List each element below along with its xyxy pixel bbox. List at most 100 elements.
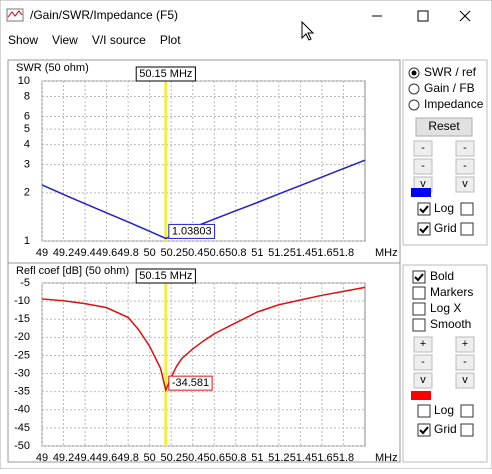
checkbox-label[interactable]: Log: [434, 403, 454, 417]
x-tick-label: 50.2: [160, 247, 181, 259]
option-label[interactable]: Smooth: [430, 317, 471, 331]
marker-x-label-box: [135, 66, 196, 82]
checkbox[interactable]: [460, 404, 474, 418]
marker-value-label-box: [168, 223, 216, 239]
option-checkbox[interactable]: [412, 302, 426, 316]
menu-item[interactable]: Plot: [160, 33, 181, 47]
color-swatch[interactable]: [411, 188, 431, 197]
y-tick-label: 10: [18, 75, 30, 87]
step-button-label[interactable]: v: [462, 374, 468, 386]
x-tick-label: 51: [251, 452, 263, 464]
x-tick-label: 50.8: [225, 247, 246, 259]
option-checkbox-tick: [414, 273, 424, 282]
y-tick-label: 4: [24, 139, 30, 151]
x-tick-label: 50.6: [204, 247, 225, 259]
step-button[interactable]: [455, 336, 475, 353]
y-tick-label: -50: [14, 440, 30, 452]
step-button-label[interactable]: -: [463, 160, 467, 172]
step-button[interactable]: [455, 158, 475, 175]
menu-item[interactable]: V/I source: [92, 33, 146, 47]
step-button-label[interactable]: v: [420, 178, 426, 190]
checkbox-tick: [419, 225, 429, 234]
step-button-label[interactable]: -: [421, 160, 425, 172]
step-button[interactable]: [413, 140, 433, 157]
menu-item[interactable]: View: [52, 33, 78, 47]
checkbox[interactable]: [460, 222, 474, 236]
x-tick-label: 51.8: [333, 452, 354, 464]
step-button-label[interactable]: -: [463, 142, 467, 154]
checkbox[interactable]: [417, 404, 431, 418]
radio-button[interactable]: [408, 99, 420, 111]
radio-label[interactable]: SWR / ref: [424, 65, 477, 79]
option-label[interactable]: Log X: [430, 301, 461, 315]
checkbox[interactable]: [417, 222, 431, 236]
step-button[interactable]: [413, 372, 433, 389]
option-label[interactable]: Markers: [430, 285, 473, 299]
step-button-label[interactable]: +: [420, 338, 426, 350]
step-button[interactable]: [413, 158, 433, 175]
x-tick-label: 49.2: [53, 452, 74, 464]
step-button[interactable]: [413, 354, 433, 371]
x-tick-label: 49: [36, 247, 48, 259]
x-tick-label: 49.6: [96, 452, 117, 464]
option-label[interactable]: Bold: [430, 269, 454, 283]
x-tick-label: 51: [251, 247, 263, 259]
y-tick-label: 6: [24, 110, 30, 122]
option-checkbox[interactable]: [412, 286, 426, 300]
color-swatch[interactable]: [411, 391, 431, 400]
maximize-button[interactable]: [417, 10, 429, 22]
x-tick-label: 49.4: [74, 452, 95, 464]
window-title: /Gain/SWR/Impedance (F5): [30, 8, 178, 22]
step-button[interactable]: [455, 140, 475, 157]
y-tick-label: -20: [14, 331, 30, 343]
checkbox-label[interactable]: Log: [434, 201, 454, 215]
radio-dot: [411, 70, 417, 76]
x-unit: MHz: [375, 452, 398, 464]
menu-item[interactable]: Show: [8, 33, 38, 47]
step-button-label[interactable]: -: [421, 356, 425, 368]
step-button[interactable]: [455, 372, 475, 389]
chart-title: Refl coef [dB] (50 ohm): [16, 265, 129, 277]
step-button-label[interactable]: v: [462, 178, 468, 190]
y-tick-label: -25: [14, 349, 30, 361]
marker-value-label: 1.03803: [172, 225, 212, 237]
checkbox-tick: [419, 205, 429, 214]
x-tick-label: 51.6: [311, 452, 332, 464]
radio-label[interactable]: Gain / FB: [424, 81, 475, 95]
option-checkbox[interactable]: [412, 270, 426, 284]
checkbox-tick: [419, 426, 429, 435]
y-tick-label: 8: [24, 90, 30, 102]
step-button-label[interactable]: -: [421, 142, 425, 154]
close-button[interactable]: [459, 10, 471, 22]
step-button[interactable]: [455, 354, 475, 371]
y-tick-label: -45: [14, 422, 30, 434]
checkbox-label[interactable]: Grid: [434, 221, 457, 235]
chart-title: SWR (50 ohm): [16, 62, 89, 74]
x-tick-label: 50.8: [225, 452, 246, 464]
x-tick-label: 51.2: [268, 247, 289, 259]
checkbox[interactable]: [460, 423, 474, 437]
reset-label[interactable]: Reset: [428, 119, 460, 133]
step-button[interactable]: [413, 336, 433, 353]
checkbox-label[interactable]: Grid: [434, 422, 457, 436]
x-tick-label: 49.8: [117, 247, 138, 259]
x-tick-label: 51.8: [333, 247, 354, 259]
x-tick-label: 49.2: [53, 247, 74, 259]
y-tick-label: -10: [14, 295, 30, 307]
step-button-label[interactable]: -: [463, 356, 467, 368]
checkbox[interactable]: [417, 202, 431, 216]
step-button-label[interactable]: +: [462, 338, 468, 350]
reset-button[interactable]: [415, 117, 473, 137]
step-button[interactable]: [455, 176, 475, 193]
radio-label[interactable]: Impedance: [424, 97, 484, 111]
step-button-label[interactable]: v: [420, 374, 426, 386]
y-tick-label: -15: [14, 313, 30, 325]
x-tick-label: 50: [144, 452, 156, 464]
checkbox[interactable]: [417, 423, 431, 437]
option-checkbox[interactable]: [412, 318, 426, 332]
x-tick-label: 51.6: [311, 247, 332, 259]
x-tick-label: 50: [144, 247, 156, 259]
radio-button[interactable]: [408, 83, 420, 95]
checkbox[interactable]: [460, 202, 474, 216]
x-tick-label: 51.2: [268, 452, 289, 464]
